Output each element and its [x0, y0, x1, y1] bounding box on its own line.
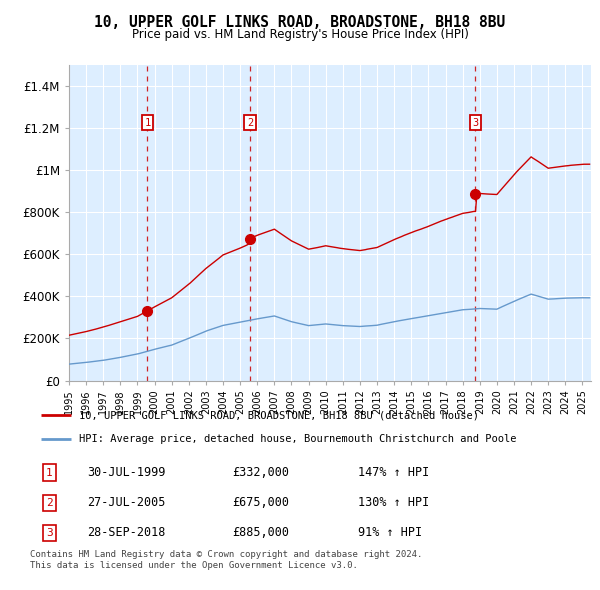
Text: 3: 3	[472, 118, 479, 128]
Text: 2: 2	[46, 498, 52, 508]
Text: HPI: Average price, detached house, Bournemouth Christchurch and Poole: HPI: Average price, detached house, Bour…	[79, 434, 517, 444]
Text: 2: 2	[247, 118, 253, 128]
Text: 30-JUL-1999: 30-JUL-1999	[88, 466, 166, 479]
Text: Contains HM Land Registry data © Crown copyright and database right 2024.: Contains HM Land Registry data © Crown c…	[30, 550, 422, 559]
Text: £885,000: £885,000	[232, 526, 289, 539]
Text: 1: 1	[144, 118, 151, 128]
Text: 147% ↑ HPI: 147% ↑ HPI	[358, 466, 429, 479]
Text: 27-JUL-2005: 27-JUL-2005	[88, 496, 166, 509]
Text: 10, UPPER GOLF LINKS ROAD, BROADSTONE, BH18 8BU (detached house): 10, UPPER GOLF LINKS ROAD, BROADSTONE, B…	[79, 410, 479, 420]
Text: 1: 1	[46, 468, 52, 477]
Text: 28-SEP-2018: 28-SEP-2018	[88, 526, 166, 539]
Text: £332,000: £332,000	[232, 466, 289, 479]
Text: Price paid vs. HM Land Registry's House Price Index (HPI): Price paid vs. HM Land Registry's House …	[131, 28, 469, 41]
Text: This data is licensed under the Open Government Licence v3.0.: This data is licensed under the Open Gov…	[30, 560, 358, 569]
Text: 91% ↑ HPI: 91% ↑ HPI	[358, 526, 422, 539]
Text: 3: 3	[46, 528, 52, 538]
Text: £675,000: £675,000	[232, 496, 289, 509]
Text: 130% ↑ HPI: 130% ↑ HPI	[358, 496, 429, 509]
Text: 10, UPPER GOLF LINKS ROAD, BROADSTONE, BH18 8BU: 10, UPPER GOLF LINKS ROAD, BROADSTONE, B…	[94, 15, 506, 30]
